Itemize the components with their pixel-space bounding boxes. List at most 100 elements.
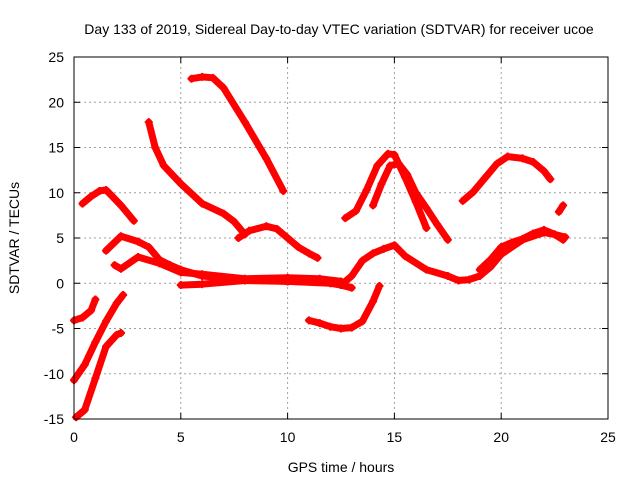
y-tick-label: 0: [56, 275, 64, 291]
data-point: [102, 186, 111, 195]
data-point: [454, 276, 463, 285]
data-point: [262, 222, 271, 231]
data-point: [116, 201, 125, 210]
data-point: [240, 276, 249, 285]
x-tick-label: 5: [177, 429, 185, 445]
data-point: [134, 253, 143, 262]
data-point: [176, 268, 185, 277]
data-point: [313, 253, 322, 262]
x-tick-label: 0: [70, 429, 78, 445]
data-point: [116, 232, 125, 241]
series-arc-16: [554, 201, 568, 216]
data-point: [155, 259, 164, 268]
data-point: [208, 73, 217, 82]
data-point: [144, 118, 153, 127]
data-point: [144, 243, 153, 252]
data-point: [326, 322, 335, 331]
data-point: [176, 281, 185, 290]
series-arc-10: [176, 228, 570, 290]
data-point: [112, 299, 121, 308]
data-point: [198, 280, 207, 289]
data-point: [198, 270, 207, 279]
data-point: [304, 249, 313, 258]
data-point: [358, 317, 367, 326]
data-point: [283, 234, 292, 242]
series-arc-11: [304, 281, 384, 333]
data-point: [539, 225, 548, 234]
series-arc-8: [234, 222, 322, 262]
series-arc-4: [72, 329, 125, 422]
series-arc-1: [78, 186, 138, 225]
data-point: [390, 150, 399, 159]
data-point: [469, 187, 478, 196]
y-tick-label: -10: [44, 366, 64, 382]
data-point: [529, 229, 538, 238]
data-point: [159, 161, 168, 170]
data-point: [151, 143, 160, 152]
data-point: [219, 83, 228, 92]
series-arc-13: [369, 159, 452, 244]
data-point: [187, 74, 196, 83]
data-point: [279, 186, 288, 195]
data-point: [198, 199, 207, 208]
series-line: [70, 291, 127, 384]
data-point: [394, 159, 403, 168]
data-point: [358, 256, 367, 265]
data-point: [559, 235, 568, 244]
data-point: [315, 319, 324, 328]
data-point: [503, 152, 512, 161]
y-tick-labels: -15 -10 -5 0 5 10 15 20 25: [44, 49, 64, 427]
data-point: [377, 179, 386, 188]
x-tick-label: 10: [280, 429, 296, 445]
y-axis-label: SDTVAR / TECUs: [6, 182, 22, 294]
data-point: [272, 224, 281, 233]
y-tick-label: 15: [48, 140, 64, 156]
data-point: [550, 230, 559, 239]
series-line: [145, 118, 249, 238]
data-point: [559, 201, 568, 210]
series-line: [111, 253, 345, 285]
data-point: [373, 161, 382, 170]
data-point: [87, 306, 96, 315]
data-point: [112, 330, 121, 339]
data-point: [347, 272, 356, 281]
data-point: [78, 199, 87, 208]
series-arc-15: [475, 225, 568, 274]
data-point: [539, 167, 548, 176]
data-point: [80, 405, 89, 414]
x-tick-label: 25: [600, 429, 616, 445]
data-point: [234, 234, 243, 242]
data-point: [546, 175, 555, 184]
data-point: [129, 216, 138, 225]
x-axis-label: GPS time / hours: [288, 459, 395, 475]
data-point: [110, 261, 119, 270]
data-point: [176, 179, 185, 188]
data-point: [134, 237, 143, 246]
data-point: [369, 297, 378, 306]
data-point: [497, 243, 506, 252]
data-point: [401, 252, 410, 261]
data-point: [78, 313, 87, 322]
x-tick-labels: 0 5 10 15 20 25: [70, 429, 616, 445]
data-point: [422, 204, 431, 213]
data-point: [351, 206, 360, 215]
series-layer: [70, 72, 570, 422]
data-point: [91, 295, 100, 304]
y-tick-label: 20: [48, 94, 64, 110]
data-point: [230, 217, 239, 226]
data-point: [80, 360, 89, 369]
data-point: [529, 157, 538, 166]
data-point: [492, 159, 501, 168]
data-point: [198, 72, 207, 81]
series-line: [188, 73, 287, 195]
data-point: [433, 220, 442, 229]
data-point: [518, 154, 527, 163]
data-point: [443, 272, 452, 281]
series-arc-9: [187, 72, 288, 195]
data-point: [116, 329, 125, 338]
data-point: [219, 209, 228, 218]
data-point: [422, 265, 431, 274]
series-line: [459, 153, 554, 205]
data-point: [482, 172, 491, 181]
